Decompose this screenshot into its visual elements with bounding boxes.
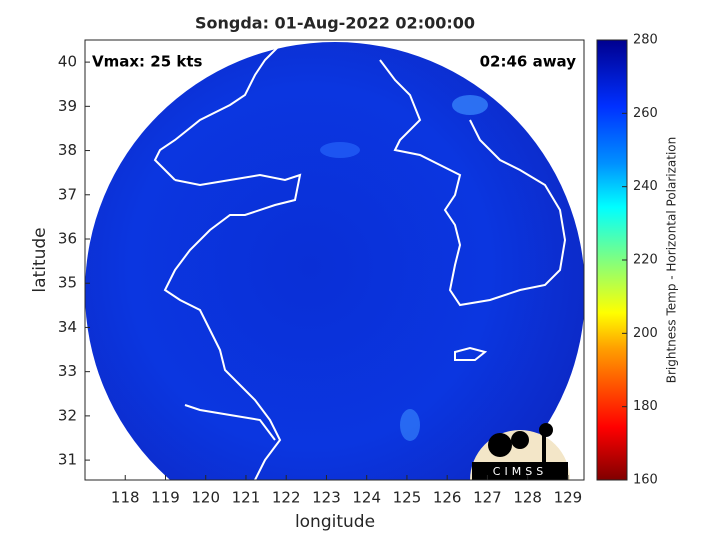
- y-tick-label: 33: [58, 362, 77, 380]
- map-area: CIMSS: [85, 42, 584, 480]
- y-tick-label: 39: [58, 97, 77, 115]
- y-tick-label: 38: [58, 141, 77, 159]
- annotation: Vmax: 25 kts: [92, 53, 202, 71]
- chart-title: Songda: 01-Aug-2022 02:00:00: [195, 14, 475, 33]
- x-tick-label: 128: [513, 489, 542, 507]
- y-tick-label: 31: [58, 451, 77, 469]
- colorbar-label: Brightness Temp - Horizontal Polarizatio…: [665, 137, 679, 384]
- y-tick-label: 32: [58, 406, 77, 424]
- colorbar-tick-label: 260: [633, 106, 658, 121]
- warm-patch: [400, 409, 420, 441]
- x-tick-label: 124: [352, 489, 381, 507]
- y-tick-label: 35: [58, 274, 77, 292]
- x-tick-label: 122: [272, 489, 301, 507]
- x-tick-label: 126: [433, 489, 462, 507]
- y-tick-label: 37: [58, 185, 77, 203]
- satellite-swath: [85, 42, 584, 480]
- axes-frame: [84, 39, 585, 481]
- x-tick-label: 119: [151, 489, 180, 507]
- colorbar-tick-label: 160: [633, 473, 658, 488]
- annotation: 02:46 away: [480, 53, 577, 71]
- x-tick-label: 123: [312, 489, 341, 507]
- x-tick-label: 129: [554, 489, 583, 507]
- y-axis-label: latitude: [30, 227, 50, 292]
- colorbar-tick-label: 180: [633, 399, 658, 414]
- x-tick-label: 125: [393, 489, 422, 507]
- x-tick-label: 127: [473, 489, 502, 507]
- warm-patch: [320, 142, 360, 158]
- colorbar-tick-label: 280: [633, 33, 658, 48]
- x-tick-label: 120: [191, 489, 220, 507]
- colorbar-tick-label: 240: [633, 179, 658, 194]
- warm-patch: [452, 95, 488, 115]
- colorbar-tick-label: 220: [633, 253, 658, 268]
- coastlines: [99, 44, 567, 480]
- y-tick-label: 34: [58, 318, 77, 336]
- logo: CIMSS: [470, 423, 570, 480]
- logo-text: CIMSS: [493, 465, 547, 478]
- colorbar-tick-label: 200: [633, 326, 658, 341]
- y-tick-label: 40: [58, 53, 77, 71]
- x-axis-label: longitude: [295, 512, 375, 532]
- y-tick-label: 36: [58, 229, 77, 247]
- x-tick-label: 118: [111, 489, 140, 507]
- x-tick-label: 121: [232, 489, 261, 507]
